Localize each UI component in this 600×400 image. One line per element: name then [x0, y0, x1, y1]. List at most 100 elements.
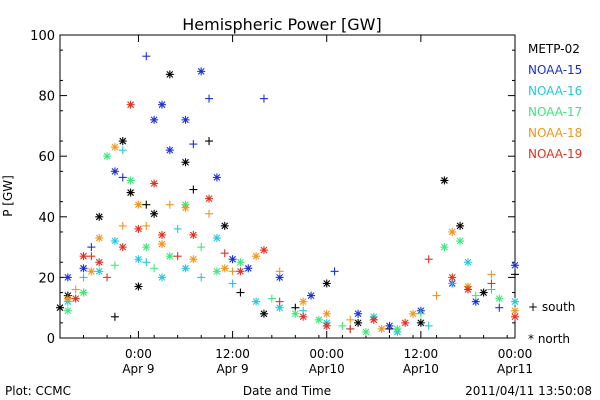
south-point — [142, 221, 151, 230]
south-point — [228, 279, 237, 288]
x-tick-time: 00:00 — [309, 347, 344, 361]
y-axis: 0 20 40 60 80 100 — [30, 29, 515, 347]
south-point — [110, 261, 119, 270]
north-point — [456, 221, 465, 230]
north-point — [95, 212, 104, 221]
south-point — [165, 200, 174, 209]
north-point — [181, 158, 190, 167]
x-tick-date: Apr10 — [309, 362, 345, 376]
north-point — [369, 315, 378, 324]
legend: METP-02 NOAA-15 NOAA-16 NOAA-17 NOAA-18 NOAA-… — [528, 42, 582, 161]
north-point — [259, 309, 268, 318]
north-point — [79, 252, 88, 261]
north-point — [63, 273, 72, 282]
south-point — [103, 273, 112, 282]
north-point — [110, 167, 119, 176]
north-point — [299, 297, 308, 306]
y-tick-label: 60 — [38, 150, 55, 165]
north-point — [212, 234, 221, 243]
north-point — [181, 115, 190, 124]
south-point — [416, 309, 425, 318]
south-point — [79, 273, 88, 282]
y-tick-label: 100 — [30, 29, 55, 44]
y-axis-label: P [GW] — [1, 175, 15, 217]
north-point — [511, 312, 519, 321]
south-point — [110, 312, 119, 321]
south-point — [118, 173, 127, 182]
south-point — [495, 303, 504, 312]
south-point — [205, 94, 214, 103]
north-point — [95, 258, 104, 267]
north-point — [95, 234, 104, 243]
north-point — [63, 294, 72, 303]
north-point — [220, 264, 229, 273]
south-point — [424, 321, 433, 330]
north-point — [511, 261, 519, 270]
north-point — [252, 297, 261, 306]
south-point — [330, 267, 339, 276]
north-point — [440, 243, 449, 252]
north-point — [165, 70, 174, 79]
x-tick-date: Apr 9 — [216, 362, 248, 376]
north-point — [291, 309, 300, 318]
plot-timestamp: 2011/04/11 13:50:08 — [465, 384, 592, 398]
south-point — [197, 243, 206, 252]
south-point — [205, 209, 214, 218]
north-point — [385, 321, 394, 330]
legend-entry: METP-02 — [528, 42, 580, 56]
south-point — [346, 324, 355, 333]
north-point — [71, 294, 80, 303]
north-point — [103, 152, 112, 161]
north-point — [299, 312, 308, 321]
north-point — [95, 267, 104, 276]
north-point — [361, 327, 370, 336]
south-point — [228, 267, 237, 276]
north-point — [252, 252, 261, 261]
south-point — [487, 270, 496, 279]
north-point — [134, 282, 143, 291]
south-point — [189, 185, 198, 194]
north-point — [244, 264, 253, 273]
marker-key-south: + south — [528, 300, 575, 314]
north-point — [142, 243, 151, 252]
north-point — [322, 309, 331, 318]
north-point — [456, 237, 465, 246]
north-point — [189, 255, 198, 264]
north-point — [448, 273, 457, 282]
south-point — [338, 321, 347, 330]
north-point — [134, 224, 143, 233]
south-point — [197, 273, 206, 282]
north-point — [181, 264, 190, 273]
legend-entry: NOAA-16 — [528, 84, 582, 98]
north-point — [181, 203, 190, 212]
south-point — [118, 146, 127, 155]
north-point — [511, 297, 519, 306]
north-point — [401, 318, 410, 327]
south-point — [142, 200, 151, 209]
north-point — [463, 285, 472, 294]
south-point — [511, 270, 519, 279]
y-tick-label: 80 — [38, 90, 55, 105]
x-tick-time: 0:00 — [125, 347, 152, 361]
plot-frame — [59, 34, 516, 339]
north-point — [157, 273, 166, 282]
north-point — [393, 324, 402, 333]
north-point — [126, 176, 135, 185]
north-point — [236, 267, 245, 276]
south-point — [142, 258, 151, 267]
south-point — [432, 291, 441, 300]
south-point — [118, 221, 127, 230]
north-point — [236, 258, 245, 267]
north-point — [63, 306, 72, 315]
x-tick-time: 12:00 — [215, 347, 250, 361]
south-point — [275, 267, 284, 276]
south-point — [87, 252, 96, 261]
chart-title: Hemispheric Power [GW] — [182, 15, 381, 34]
north-point — [79, 288, 88, 297]
north-point — [495, 294, 504, 303]
north-point — [118, 243, 127, 252]
north-point — [377, 324, 386, 333]
south-point — [142, 52, 151, 61]
north-point — [307, 291, 316, 300]
